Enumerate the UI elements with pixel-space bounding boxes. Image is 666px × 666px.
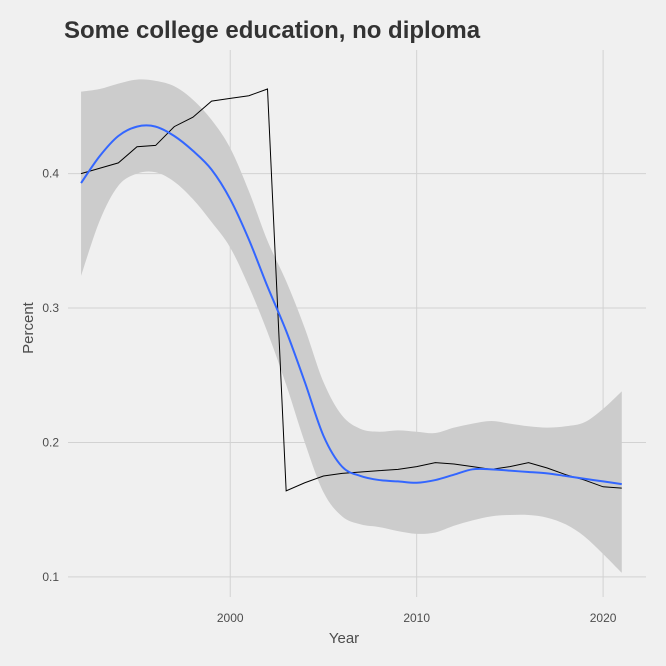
x-tick-label: 2020 [590,611,617,625]
x-tick-label: 2000 [217,611,244,625]
y-tick-labels: 0.1 0.2 0.3 0.4 [42,167,59,584]
chart-title: Some college education, no diploma [64,17,481,44]
smooth-series-line [80,124,622,486]
confidence-band [81,79,622,573]
x-axis-title: Year [329,630,359,647]
y-tick-label: 0.3 [42,301,59,315]
x-tick-labels: 2000 2010 2020 [217,611,617,625]
y-tick-label: 0.1 [42,570,59,584]
y-axis-title: Percent [20,301,37,354]
y-tick-label: 0.4 [42,167,59,181]
x-tick-label: 2010 [403,611,430,625]
y-tick-label: 0.2 [42,435,59,449]
